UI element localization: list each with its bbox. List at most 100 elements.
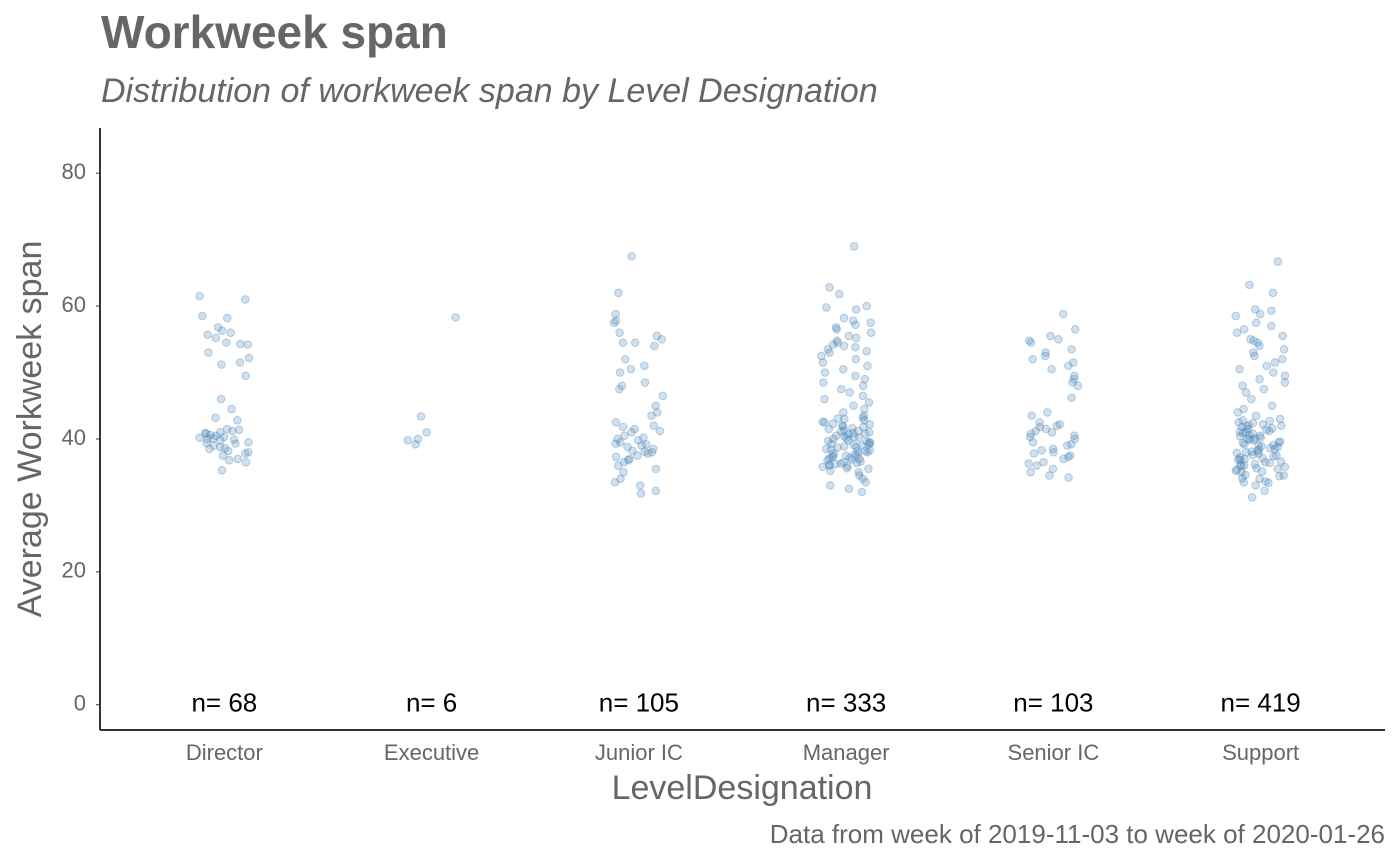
point <box>1253 446 1262 456</box>
point <box>623 442 632 452</box>
point <box>1237 461 1246 471</box>
point <box>1055 420 1065 429</box>
point <box>1243 434 1253 444</box>
point <box>647 411 656 421</box>
point <box>1245 435 1255 444</box>
point <box>1257 441 1266 451</box>
point <box>240 449 250 458</box>
point <box>823 436 833 446</box>
point <box>633 435 643 445</box>
point <box>826 445 836 454</box>
point <box>217 326 227 335</box>
point <box>820 368 830 377</box>
point <box>1242 422 1251 431</box>
point <box>220 443 230 453</box>
point <box>1249 336 1259 345</box>
point <box>1024 459 1033 468</box>
point <box>1267 424 1277 433</box>
point <box>851 371 860 381</box>
point <box>847 455 857 464</box>
point <box>858 474 868 484</box>
point <box>842 463 852 473</box>
point <box>865 437 874 447</box>
point <box>839 408 848 417</box>
point <box>1067 344 1076 354</box>
point <box>1238 438 1248 448</box>
point <box>823 455 832 465</box>
point <box>865 420 875 429</box>
point <box>1279 344 1289 354</box>
point <box>195 291 204 301</box>
point <box>832 325 842 334</box>
point <box>613 461 623 470</box>
x-tick-label: Manager <box>803 740 890 765</box>
point <box>1236 455 1245 465</box>
point <box>651 401 661 411</box>
point <box>1035 422 1045 432</box>
point <box>865 445 875 455</box>
point <box>625 454 634 464</box>
point <box>1244 430 1254 440</box>
point <box>845 388 854 397</box>
point <box>611 452 621 462</box>
point <box>1241 470 1250 480</box>
point <box>611 439 620 448</box>
point <box>828 340 838 349</box>
x-axis-title: LevelDesignation <box>612 769 873 807</box>
point <box>851 333 861 343</box>
chart-subtitle: Distribution of workweek span by Level D… <box>101 72 878 110</box>
point <box>1238 381 1247 391</box>
point <box>635 481 645 490</box>
point <box>626 364 636 374</box>
point <box>1280 378 1290 387</box>
point <box>1237 422 1247 432</box>
point <box>1048 464 1058 474</box>
point <box>195 433 204 442</box>
point <box>652 331 662 341</box>
point <box>229 435 239 444</box>
point <box>1240 439 1249 449</box>
point <box>1070 434 1080 444</box>
point <box>836 459 846 468</box>
point <box>200 428 210 438</box>
point <box>614 288 623 298</box>
point <box>839 426 849 435</box>
point <box>1233 408 1243 417</box>
point <box>1272 451 1281 460</box>
point <box>213 323 223 332</box>
point <box>835 289 844 299</box>
point <box>828 419 838 428</box>
point <box>621 354 630 364</box>
point <box>1265 458 1275 468</box>
point <box>864 439 874 449</box>
point <box>1250 434 1260 443</box>
point <box>1027 411 1036 421</box>
point <box>1067 393 1076 403</box>
point <box>1236 460 1245 470</box>
point <box>1231 311 1241 321</box>
point <box>1073 381 1083 391</box>
point <box>1232 448 1242 458</box>
y-axis-title: Average Workweek span <box>11 241 49 618</box>
point <box>235 358 245 367</box>
point <box>617 381 627 391</box>
point <box>1240 454 1249 464</box>
point <box>236 339 245 349</box>
point <box>829 451 838 461</box>
point <box>825 481 835 490</box>
point <box>640 447 650 456</box>
x-tick-label: Senior IC <box>1008 740 1100 765</box>
point <box>651 464 661 474</box>
point <box>205 430 215 440</box>
point <box>1275 414 1285 424</box>
point <box>1257 467 1267 476</box>
count-label: n= 333 <box>806 688 886 718</box>
point <box>853 426 863 436</box>
point <box>824 424 834 434</box>
point <box>615 384 624 394</box>
point <box>1037 445 1046 455</box>
point <box>858 413 868 423</box>
point <box>820 418 829 427</box>
point <box>1241 428 1251 437</box>
point <box>829 434 838 444</box>
